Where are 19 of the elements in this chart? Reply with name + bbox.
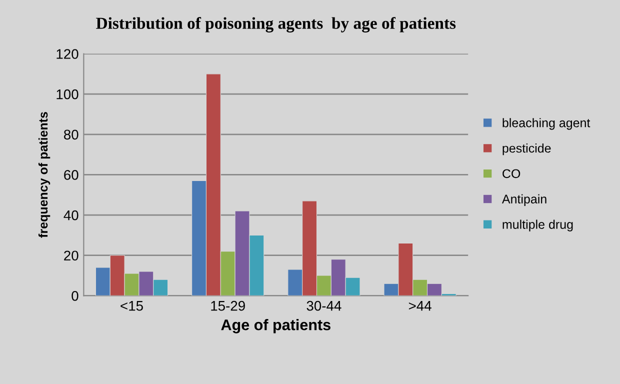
y-tick-label: 20 (64, 250, 78, 261)
y-tick-label: 40 (64, 210, 78, 220)
legend-label: CO (502, 169, 520, 178)
x-tick-label: >44 (408, 301, 432, 311)
x-axis-title: Age of patients (221, 319, 330, 334)
x-tick-label: 15-29 (211, 300, 245, 311)
legend-label: pesticide (502, 143, 551, 156)
chart-title: Distribution of poisoning agents by age of patients (96, 17, 456, 32)
x-tick-label: 30-44 (306, 300, 342, 311)
legend-label: bleaching agent (502, 118, 590, 130)
x-tick-label: <15 (120, 301, 143, 311)
y-axis-title: frequency of patients (38, 112, 50, 238)
y-tick-label: 120 (56, 49, 78, 59)
y-tick-label: 60 (64, 170, 78, 180)
y-tick-label: 80 (64, 130, 78, 140)
legend-label: Antipain (502, 194, 546, 206)
legend-label: multiple drug (502, 220, 573, 232)
y-tick-label: 0 (72, 291, 78, 301)
y-tick-label: 100 (56, 89, 78, 100)
